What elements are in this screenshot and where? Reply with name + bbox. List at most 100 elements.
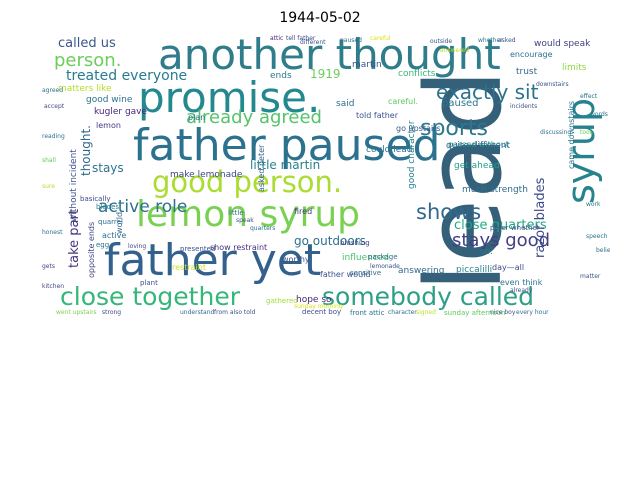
word: reading (42, 133, 65, 140)
word: told father (356, 111, 399, 120)
word: promise. (138, 73, 321, 122)
word: asked peter (257, 144, 266, 192)
word: outside (430, 38, 453, 45)
word: plant (140, 279, 158, 287)
word: different (300, 39, 326, 46)
word: gathered (266, 297, 298, 305)
word: called us (58, 36, 116, 51)
word: opposite ends (87, 221, 96, 278)
word: restraint (172, 263, 206, 272)
word: sports (420, 116, 489, 141)
word: without incident (69, 149, 79, 222)
word: peter whether (490, 224, 540, 232)
word: gets (42, 263, 55, 270)
word: believe (596, 247, 610, 254)
word: 1919 (310, 67, 341, 81)
word: show restraint (210, 243, 268, 252)
word: agreed (42, 87, 64, 94)
word: kugler gave (94, 107, 148, 117)
word: presented (180, 245, 216, 253)
word: already agreed (186, 107, 322, 128)
word: plan (188, 113, 206, 122)
word: blushing (340, 239, 370, 247)
word: razor blades (533, 177, 548, 258)
word: make lemonade (170, 170, 243, 180)
word: went upstairs (56, 309, 97, 316)
word: encourage (510, 50, 553, 59)
word: matter (580, 273, 601, 280)
word: sunday morning (294, 303, 343, 310)
word: little (228, 209, 244, 217)
word: signed (416, 309, 436, 316)
word: quite different (446, 141, 511, 151)
word: shall (42, 157, 56, 164)
word: quarters (250, 225, 276, 232)
word: decent boy (302, 308, 342, 316)
word: speech (586, 233, 608, 240)
word: nice boy (490, 309, 516, 316)
word: understand (180, 309, 215, 316)
word: package (368, 253, 398, 261)
word: conflicts. (398, 69, 439, 79)
word: exactly sit (436, 80, 539, 104)
word: egg (96, 241, 110, 249)
word: lemonade (370, 263, 400, 270)
word: so. (480, 247, 493, 257)
word: fired (294, 207, 313, 216)
word: thought. (79, 125, 93, 176)
word: ends (270, 71, 292, 81)
word: from also told (214, 309, 256, 316)
word: close together (60, 282, 240, 311)
word: work (586, 201, 601, 208)
word: good wine (86, 95, 133, 105)
word: incidents (510, 103, 538, 110)
word: effect (580, 93, 598, 100)
word: little martin (250, 158, 321, 172)
word: whether (478, 37, 503, 44)
word: even think (500, 278, 543, 287)
word: father yet (104, 235, 322, 286)
word: lemon (96, 121, 121, 130)
word: piccalilli (456, 265, 493, 275)
word: person. (54, 50, 122, 71)
word: honest (42, 229, 63, 236)
word: lemon syrup (136, 194, 361, 235)
word: speak (236, 217, 254, 224)
word: careful. (388, 97, 418, 106)
word: accept (44, 103, 65, 110)
word: matters like (58, 84, 112, 94)
word: somebody called (322, 282, 535, 311)
word: hope so (296, 295, 332, 305)
word: strong (102, 309, 122, 316)
word: blades (96, 203, 120, 211)
word-cloud: lead another thought father paused promi… (40, 34, 610, 318)
word: said (336, 99, 355, 109)
word: quarrel (98, 218, 123, 226)
word: worthy (282, 255, 310, 264)
word: answering (398, 266, 445, 276)
word: father paused (133, 120, 441, 171)
word: asked (498, 37, 516, 44)
word: treated everyone (66, 68, 188, 84)
word: shows (416, 200, 482, 224)
word: martin (352, 60, 382, 70)
word: go outdoors (294, 234, 366, 248)
word: kitchen (42, 283, 65, 290)
word: much strength (462, 185, 528, 195)
word: careful (370, 35, 391, 42)
word: passed without (448, 140, 509, 149)
word: sure (42, 183, 55, 190)
word: every hour (516, 309, 549, 316)
word: paused (442, 98, 479, 109)
word: another thought (158, 34, 501, 79)
word: get ahead (454, 161, 500, 171)
word: stays (92, 161, 124, 175)
word: influenced (342, 253, 390, 263)
word: front attic (350, 309, 385, 317)
word: father would (320, 270, 371, 279)
word: day—all (492, 263, 525, 272)
word: sensitive (350, 269, 382, 277)
word: downstairs (536, 81, 569, 88)
word: took (580, 129, 594, 136)
word: attic (270, 35, 284, 42)
